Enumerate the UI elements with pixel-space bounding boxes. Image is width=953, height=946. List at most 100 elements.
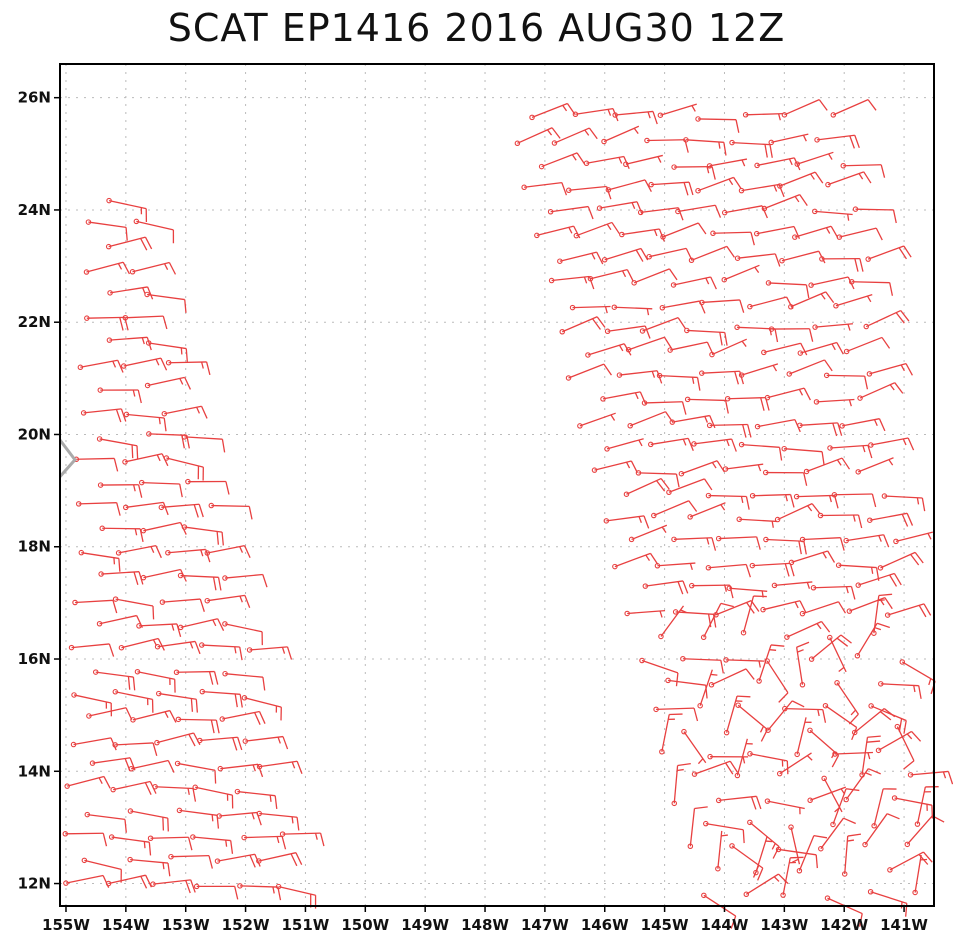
wind-barb (75, 501, 121, 516)
wind-barb (875, 730, 922, 754)
wind-barb (112, 596, 155, 620)
y-tick-label: 22N (18, 313, 51, 331)
wind-barb (695, 176, 742, 194)
wind-barb (713, 599, 760, 618)
wind-barb (625, 336, 673, 353)
y-tick-label: 18N (18, 538, 51, 556)
wind-barb (154, 732, 201, 747)
wind-barb (246, 646, 293, 660)
wind-barb (529, 102, 576, 121)
map-frame (59, 63, 935, 907)
wind-barb (199, 688, 243, 708)
wind-barb (671, 763, 691, 807)
wind-barb (700, 602, 734, 641)
wind-barb (122, 314, 168, 330)
wind-barb (699, 370, 745, 385)
x-tick-label: 148W (461, 916, 509, 934)
wind-barb (734, 253, 781, 267)
wind-barb (866, 362, 913, 377)
x-tick-label: 142W (820, 916, 868, 934)
wind-barb (656, 372, 701, 391)
wind-barb (722, 463, 764, 472)
wind-barb (666, 478, 713, 496)
wind-barb (891, 795, 934, 819)
wind-barb (705, 563, 751, 578)
wind-barb (80, 408, 127, 423)
wind-barb (256, 760, 303, 774)
wind-barb (740, 595, 767, 636)
wind-barb (848, 278, 894, 296)
wind-barb (695, 116, 740, 133)
wind-barb (551, 127, 598, 146)
wind-barb (907, 770, 953, 785)
x-tick-label: 149W (401, 916, 449, 934)
wind-barb (591, 460, 639, 474)
wind-barb (62, 831, 108, 847)
wind-barb (736, 516, 778, 528)
wind-barb (566, 185, 612, 200)
wind-barb (619, 228, 665, 242)
y-tick-label: 24N (18, 201, 51, 219)
wind-barb (878, 681, 922, 699)
wind-barb (761, 342, 808, 356)
wind-barb (877, 551, 924, 571)
wind-barb (165, 359, 211, 376)
wind-barb (193, 883, 239, 900)
wind-barb (601, 125, 640, 145)
wind-barb (742, 112, 784, 121)
wind-barb (723, 657, 765, 668)
wind-barb (843, 768, 881, 803)
wind-barb (105, 874, 153, 889)
wind-barb (165, 548, 211, 563)
wind-barb (894, 723, 915, 770)
wind-barb (538, 152, 586, 170)
wind-barb (724, 395, 770, 411)
wind-barb (706, 158, 748, 169)
wind-barb (867, 889, 908, 917)
wind-barb (729, 139, 773, 158)
lat-lon-grid (60, 64, 934, 906)
wind-barb (601, 247, 649, 263)
wind-barb (756, 644, 785, 684)
wind-barb (747, 819, 780, 859)
wind-barb (85, 219, 128, 241)
wind-barb (784, 620, 831, 640)
x-tick-label: 155W (42, 916, 90, 934)
wind-barb (859, 735, 881, 778)
wind-barb (112, 742, 158, 756)
wind-barb (611, 304, 653, 316)
wind-barb (914, 786, 939, 827)
wind-barb (738, 363, 779, 378)
wind-barb (827, 634, 847, 673)
wind-barb (624, 610, 666, 618)
wind-barb (112, 689, 154, 713)
wind-barb (827, 444, 873, 459)
wind-barb (97, 482, 143, 498)
wind-barb (710, 230, 755, 246)
wind-barb (819, 256, 864, 272)
wind-barb (814, 134, 860, 149)
wind-barb (115, 544, 162, 559)
wind-barb (275, 883, 317, 909)
wind-barb (217, 763, 264, 778)
wind-barb (854, 622, 890, 659)
wind-barb (68, 643, 115, 657)
wind-barb (788, 291, 835, 310)
wind-barb (106, 336, 152, 351)
wind-barb (176, 807, 220, 829)
wind-barb (813, 398, 855, 407)
wind-barb (222, 573, 268, 588)
wind-barb (762, 469, 808, 486)
wind-barb (534, 225, 581, 239)
wind-barb (776, 752, 813, 777)
wind-barb (738, 441, 783, 461)
wind-barb (98, 571, 144, 585)
wind-barb (583, 155, 630, 169)
wind-barb (706, 422, 752, 438)
wind-barb (177, 618, 225, 631)
wind-barb (899, 659, 936, 695)
wind-barb (173, 669, 219, 685)
wind-barb (642, 580, 689, 595)
wind-barb (691, 438, 737, 452)
wind-barb (521, 181, 568, 196)
